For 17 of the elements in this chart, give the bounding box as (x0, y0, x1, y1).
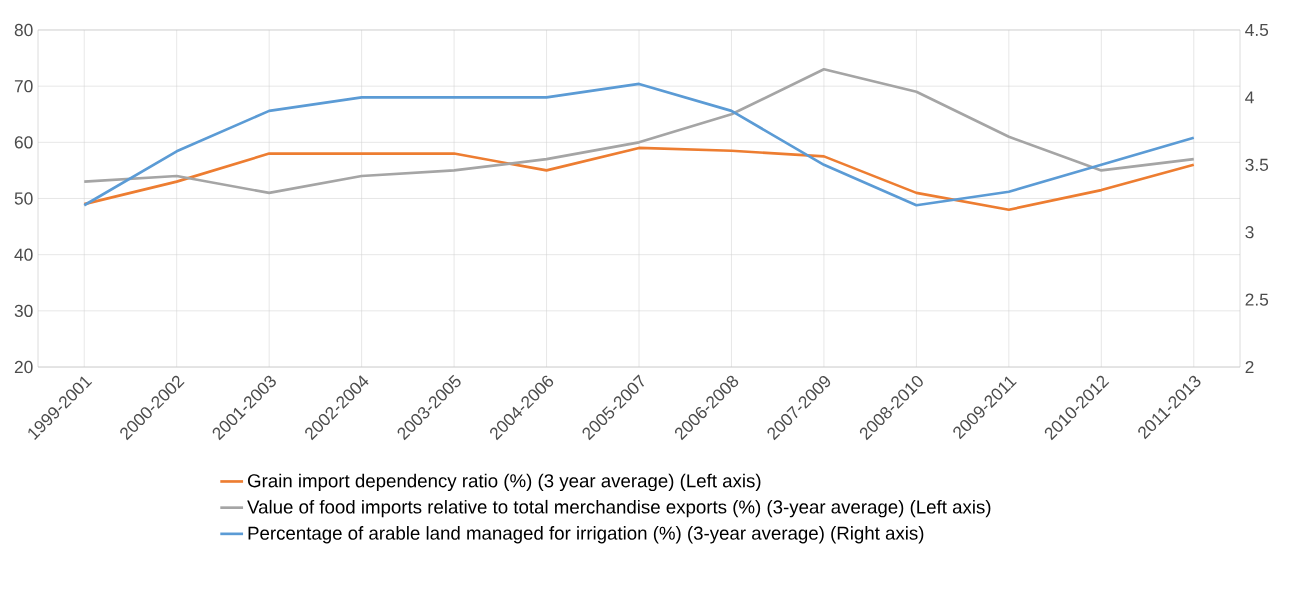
y2-tick-label: 4 (1245, 91, 1254, 104)
y-tick-label: 40 (14, 248, 33, 261)
y2-tick-label: 4.5 (1245, 23, 1269, 37)
y-tick-label: 20 (14, 360, 33, 374)
y-tick-label: 80 (14, 23, 33, 37)
y-tick-label: 60 (14, 136, 33, 149)
y-tick-label: 50 (14, 192, 33, 205)
legend-label: Value of food imports relative to total merchandise exports (%) (3-year average) (Left axis) (247, 499, 991, 518)
y2-tick-label: 2.5 (1245, 293, 1269, 306)
y2-tick-label: 2 (1245, 360, 1254, 374)
legend-label: Percentage of arable land managed for irrigation (%) (3-year average) (Right axis) (248, 526, 924, 544)
line-series (82, 67, 1196, 195)
y2-tick-label: 3 (1245, 226, 1254, 239)
y-tick-label: 30 (14, 304, 33, 317)
legend-label: Grain import dependency ratio (%) (3 year average) (Left axis) (248, 473, 761, 492)
y2-tick-label: 3.5 (1245, 158, 1269, 171)
y-tick-label: 70 (14, 80, 33, 93)
